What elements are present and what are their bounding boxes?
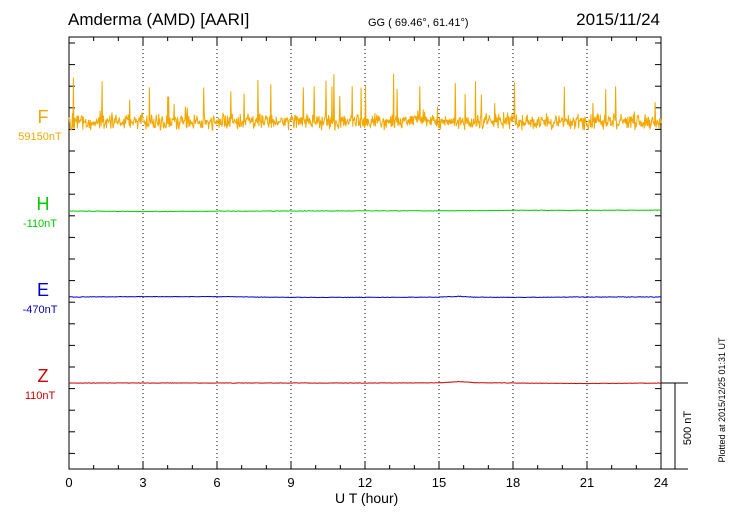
x-tick-label-21: 21	[580, 475, 594, 490]
station-title: Amderma (AMD) [AARI]	[68, 10, 250, 29]
plot-date: 2015/11/24	[576, 10, 660, 29]
series-line-z	[68, 380, 662, 385]
series-baseline-h: -110nT	[22, 218, 58, 230]
x-tick-label-3: 3	[139, 475, 146, 490]
x-tick-label-9: 9	[287, 475, 294, 490]
x-tick-label-12: 12	[358, 475, 372, 490]
series-line-e	[68, 295, 662, 299]
series-name-h: H	[36, 194, 50, 214]
series-name-f: F	[37, 107, 49, 127]
series-line-f	[68, 73, 662, 132]
x-tick-label-15: 15	[432, 475, 446, 490]
x-tick-label-0: 0	[65, 475, 72, 490]
x-axis-label: U T (hour)	[335, 490, 399, 506]
station-coordinates: GG ( 69.46°, 61.41°)	[368, 17, 469, 29]
x-tick-label-24: 24	[654, 475, 668, 490]
scale-bar-label: 500 nT	[682, 410, 694, 446]
series-name-e: E	[36, 280, 50, 300]
plotted-timestamp: Plotted at 2015/12/25 01:31 UT	[717, 337, 727, 463]
series-line-h	[68, 209, 662, 213]
series-baseline-f: 59150nT	[18, 131, 62, 143]
series-name-z: Z	[37, 366, 49, 386]
x-tick-label-18: 18	[506, 475, 520, 490]
series-baseline-e: -470nT	[22, 304, 58, 316]
series-baseline-z: 110nT	[24, 390, 56, 402]
x-tick-label-6: 6	[213, 475, 220, 490]
